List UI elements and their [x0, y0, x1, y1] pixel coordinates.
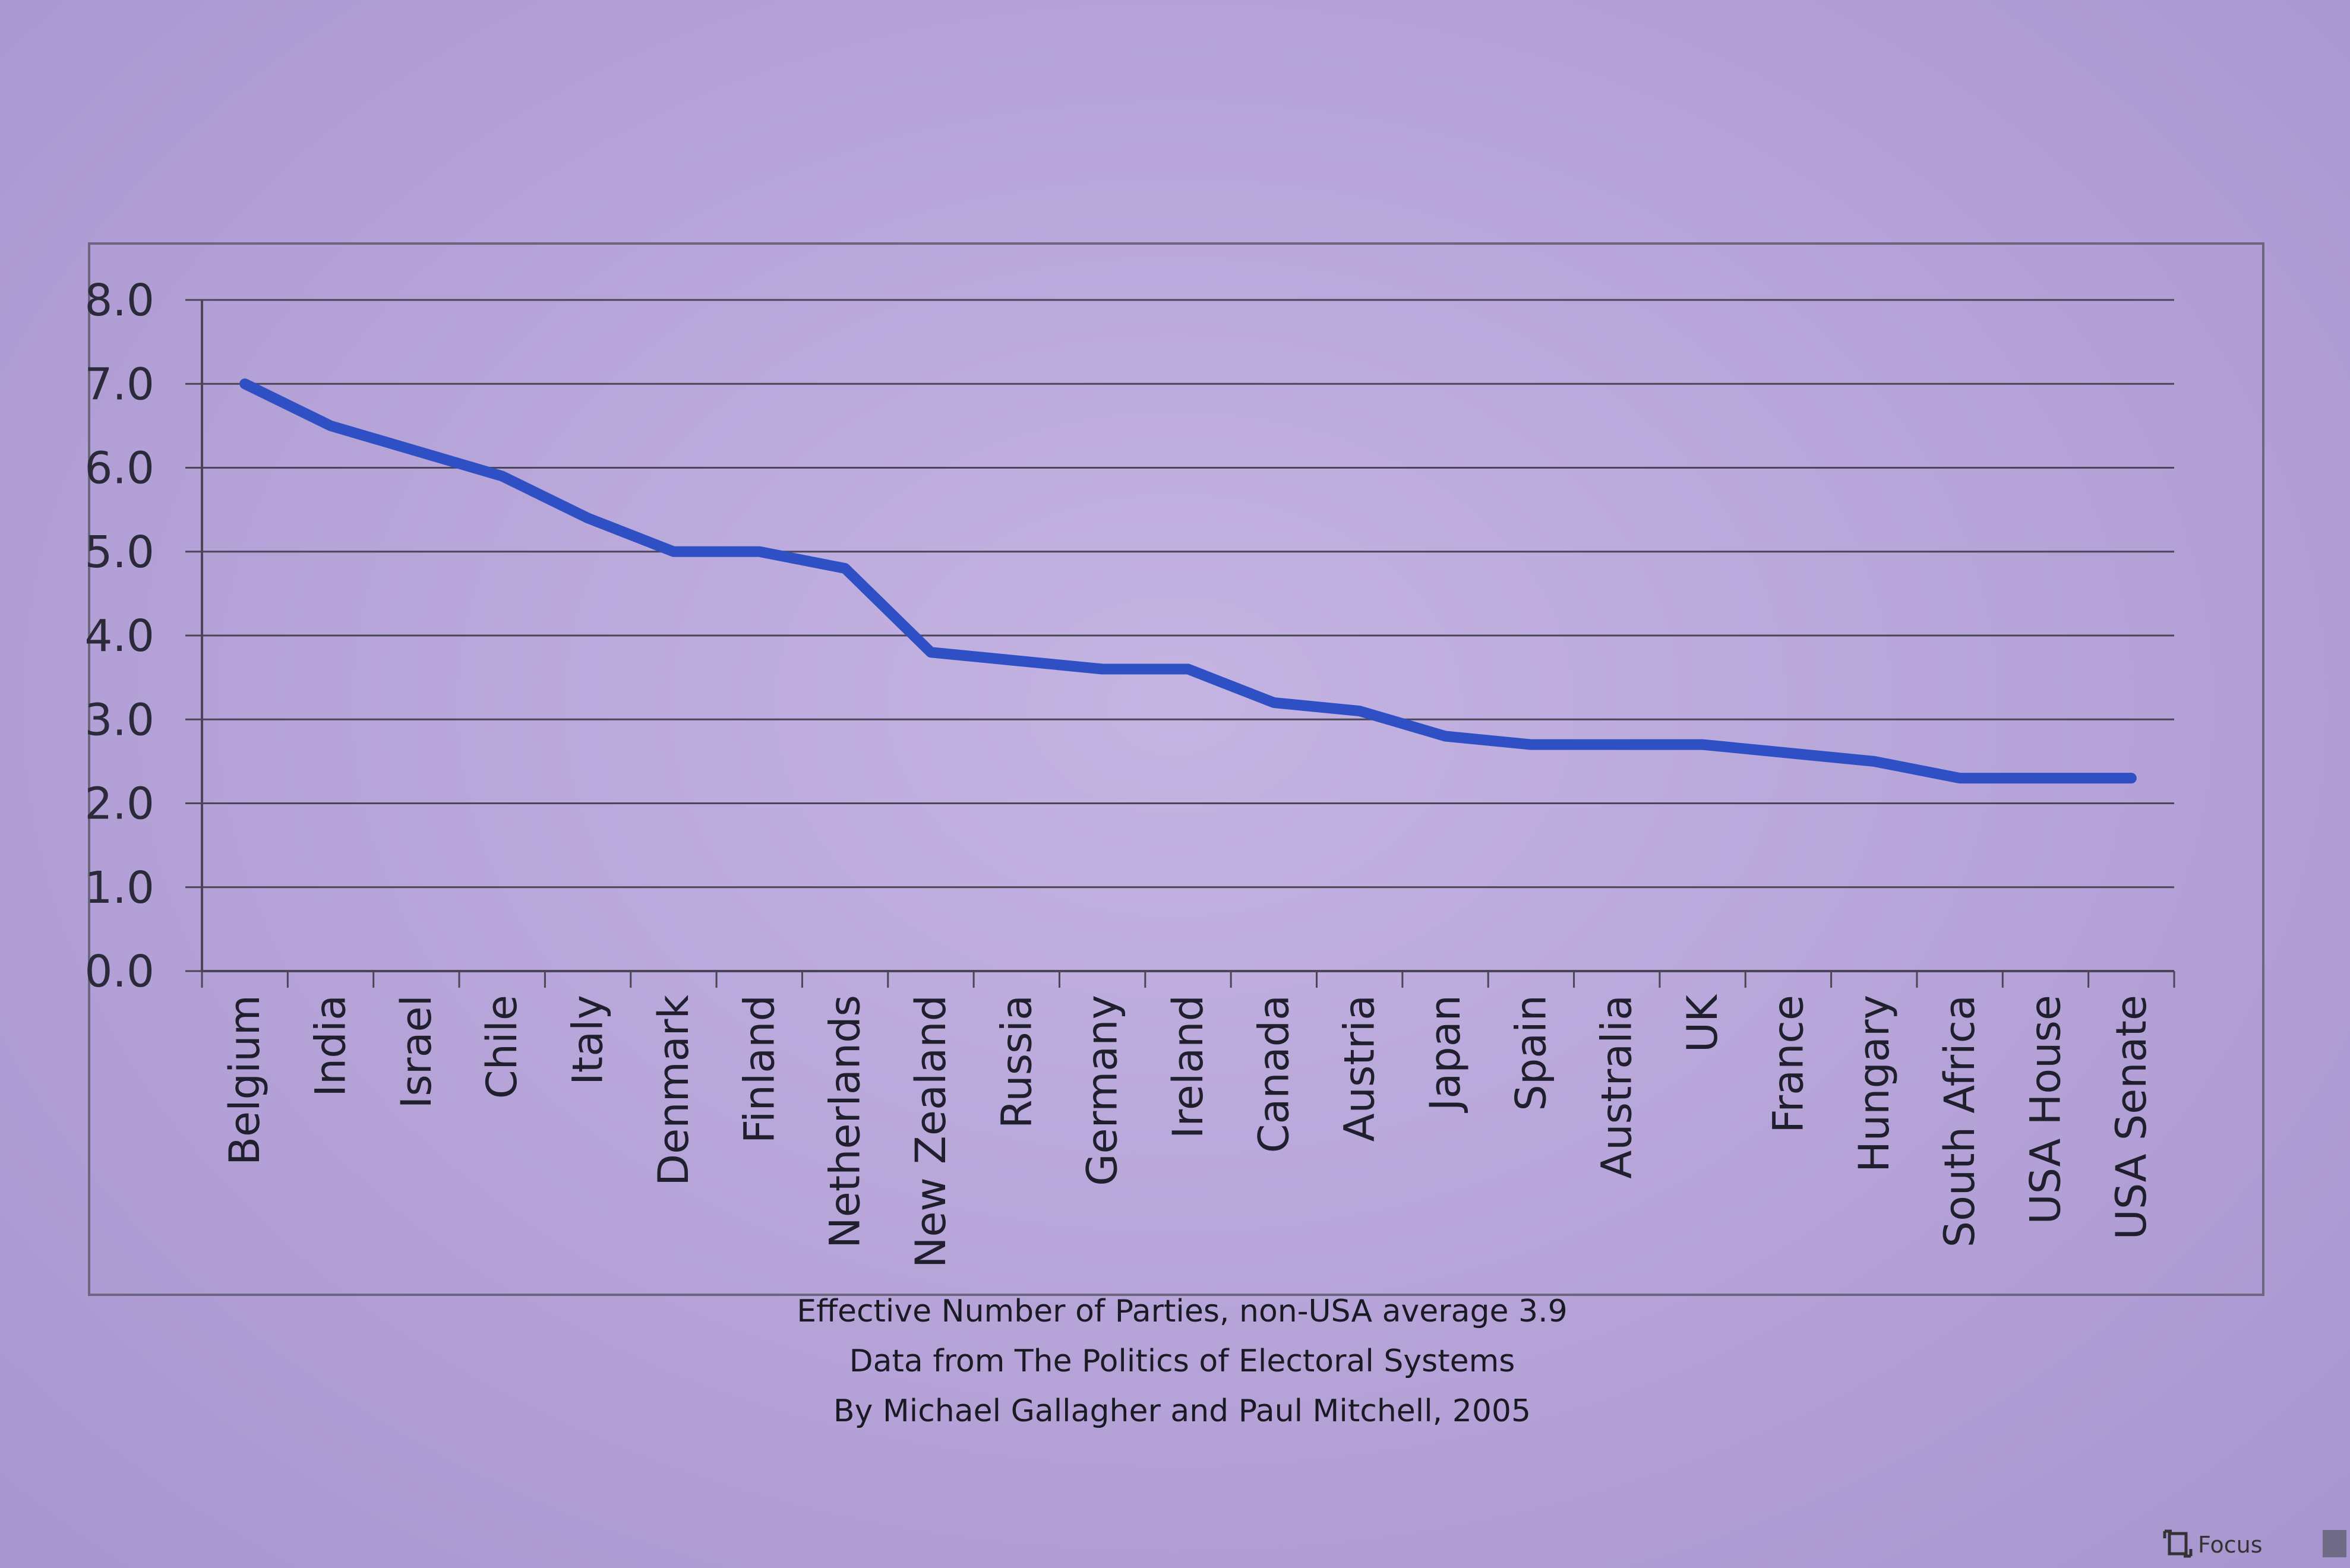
y-tick-label: 1.0: [84, 862, 154, 913]
caption-line: Data from The Politics of Electoral Syst…: [849, 1343, 1515, 1379]
x-tick-label: Italy: [564, 995, 612, 1085]
x-tick-label: New Zealand: [906, 995, 955, 1268]
x-tick-label: Germany: [1078, 995, 1127, 1186]
y-tick-label: 0.0: [84, 946, 154, 997]
plot-frame: [88, 242, 2264, 1296]
x-tick-label: Australia: [1593, 995, 1641, 1179]
x-tick-label: Chile: [478, 995, 526, 1099]
x-tick-label: Netherlands: [821, 995, 870, 1248]
x-tick-label: Belgium: [220, 995, 269, 1165]
view-icon[interactable]: [2323, 1530, 2346, 1557]
x-tick-label: Austria: [1335, 995, 1384, 1142]
x-tick-label: Russia: [992, 995, 1041, 1128]
caption-line: Effective Number of Parties, non-USA ave…: [797, 1294, 1567, 1329]
y-tick-label: 4.0: [84, 611, 154, 662]
x-tick-label: UK: [1678, 994, 1727, 1052]
x-tick-label: USA House: [2021, 995, 2070, 1224]
y-tick-label: 6.0: [84, 443, 154, 494]
y-tick-label: 2.0: [84, 779, 154, 830]
x-tick-label: India: [307, 995, 355, 1097]
y-tick-label: 3.0: [84, 694, 154, 745]
x-tick-label: USA Senate: [2107, 995, 2156, 1240]
x-tick-label: Israel: [392, 995, 441, 1108]
y-tick-label: 5.0: [84, 527, 154, 578]
caption-line: By Michael Gallagher and Paul Mitchell, …: [833, 1393, 1531, 1429]
x-tick-label: Ireland: [1164, 995, 1212, 1139]
y-tick-label: 8.0: [84, 275, 154, 326]
x-tick-label: Denmark: [649, 995, 698, 1186]
x-tick-label: Finland: [735, 995, 784, 1143]
x-tick-label: France: [1764, 995, 1812, 1133]
x-tick-label: Japan: [1421, 995, 1470, 1113]
x-tick-label: Spain: [1506, 995, 1555, 1111]
focus-label: Focus: [2198, 1532, 2263, 1558]
x-tick-label: South Africa: [1935, 995, 1984, 1247]
focus-icon: [2163, 1529, 2193, 1558]
y-tick-label: 7.0: [84, 359, 154, 410]
x-tick-label: Hungary: [1850, 995, 1899, 1172]
x-tick-label: Canada: [1249, 995, 1298, 1153]
focus-button[interactable]: Focus: [2163, 1529, 2263, 1558]
